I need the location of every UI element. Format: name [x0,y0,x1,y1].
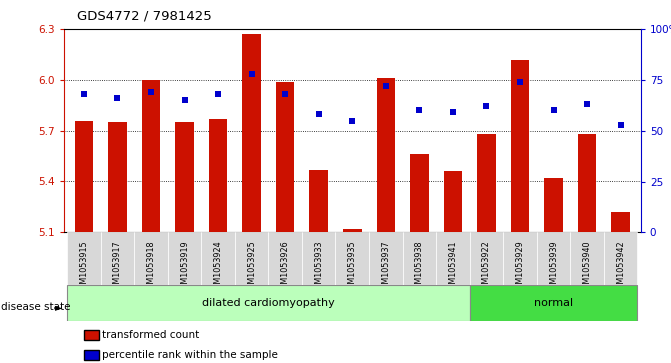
Text: GSM1053933: GSM1053933 [314,240,323,294]
Text: GSM1053917: GSM1053917 [113,240,122,294]
FancyBboxPatch shape [604,232,637,285]
Point [179,97,190,103]
Point [246,71,257,77]
FancyBboxPatch shape [470,232,503,285]
FancyBboxPatch shape [537,232,570,285]
FancyBboxPatch shape [168,232,201,285]
FancyBboxPatch shape [570,232,604,285]
Bar [477,134,496,232]
FancyBboxPatch shape [201,232,235,285]
Bar [242,34,261,232]
Point [615,122,626,127]
Bar [410,154,429,232]
Point [213,91,223,97]
Point [481,103,492,109]
Point [515,79,525,85]
FancyBboxPatch shape [134,232,168,285]
Bar [108,122,127,232]
Text: GSM1053937: GSM1053937 [381,240,391,294]
FancyBboxPatch shape [336,232,369,285]
Point [414,107,425,113]
Bar [74,121,93,232]
FancyBboxPatch shape [503,232,537,285]
Text: ►: ► [55,302,62,312]
FancyBboxPatch shape [67,285,470,321]
FancyBboxPatch shape [302,232,336,285]
Point [313,111,324,117]
FancyBboxPatch shape [67,232,101,285]
Text: GSM1053942: GSM1053942 [616,240,625,294]
Bar [142,80,160,232]
Point [146,89,156,95]
FancyBboxPatch shape [436,232,470,285]
Point [79,91,89,97]
Text: transformed count: transformed count [102,330,199,340]
Text: GSM1053940: GSM1053940 [582,240,592,294]
Text: GSM1053939: GSM1053939 [549,240,558,294]
Bar [276,82,295,232]
Bar [376,78,395,232]
Point [448,110,458,115]
Point [380,83,391,89]
Bar [511,60,529,232]
Point [582,101,592,107]
Text: GSM1053915: GSM1053915 [79,240,89,294]
Text: GSM1053918: GSM1053918 [146,240,156,294]
Bar [611,212,630,232]
Text: GSM1053924: GSM1053924 [213,240,223,294]
Text: GDS4772 / 7981425: GDS4772 / 7981425 [77,9,212,22]
Text: GSM1053925: GSM1053925 [247,240,256,294]
FancyBboxPatch shape [369,232,403,285]
Bar [544,178,563,232]
Text: normal: normal [534,298,573,308]
FancyBboxPatch shape [235,232,268,285]
Point [548,107,559,113]
Point [280,91,291,97]
Text: GSM1053935: GSM1053935 [348,240,357,294]
Text: GSM1053926: GSM1053926 [280,240,290,294]
FancyBboxPatch shape [403,232,436,285]
Text: GSM1053919: GSM1053919 [180,240,189,294]
Point [347,118,358,123]
Text: dilated cardiomyopathy: dilated cardiomyopathy [202,298,335,308]
FancyBboxPatch shape [268,232,302,285]
Bar [444,171,462,232]
FancyBboxPatch shape [101,232,134,285]
Text: GSM1053938: GSM1053938 [415,240,424,294]
Text: disease state: disease state [1,302,70,312]
Bar [175,122,194,232]
Bar [343,229,362,232]
Text: GSM1053929: GSM1053929 [515,240,525,294]
Point [112,95,123,101]
Bar [309,170,328,232]
Bar [578,134,597,232]
Text: GSM1053922: GSM1053922 [482,240,491,294]
FancyBboxPatch shape [470,285,637,321]
Text: percentile rank within the sample: percentile rank within the sample [102,350,278,360]
Bar [209,119,227,232]
Text: GSM1053941: GSM1053941 [448,240,458,294]
